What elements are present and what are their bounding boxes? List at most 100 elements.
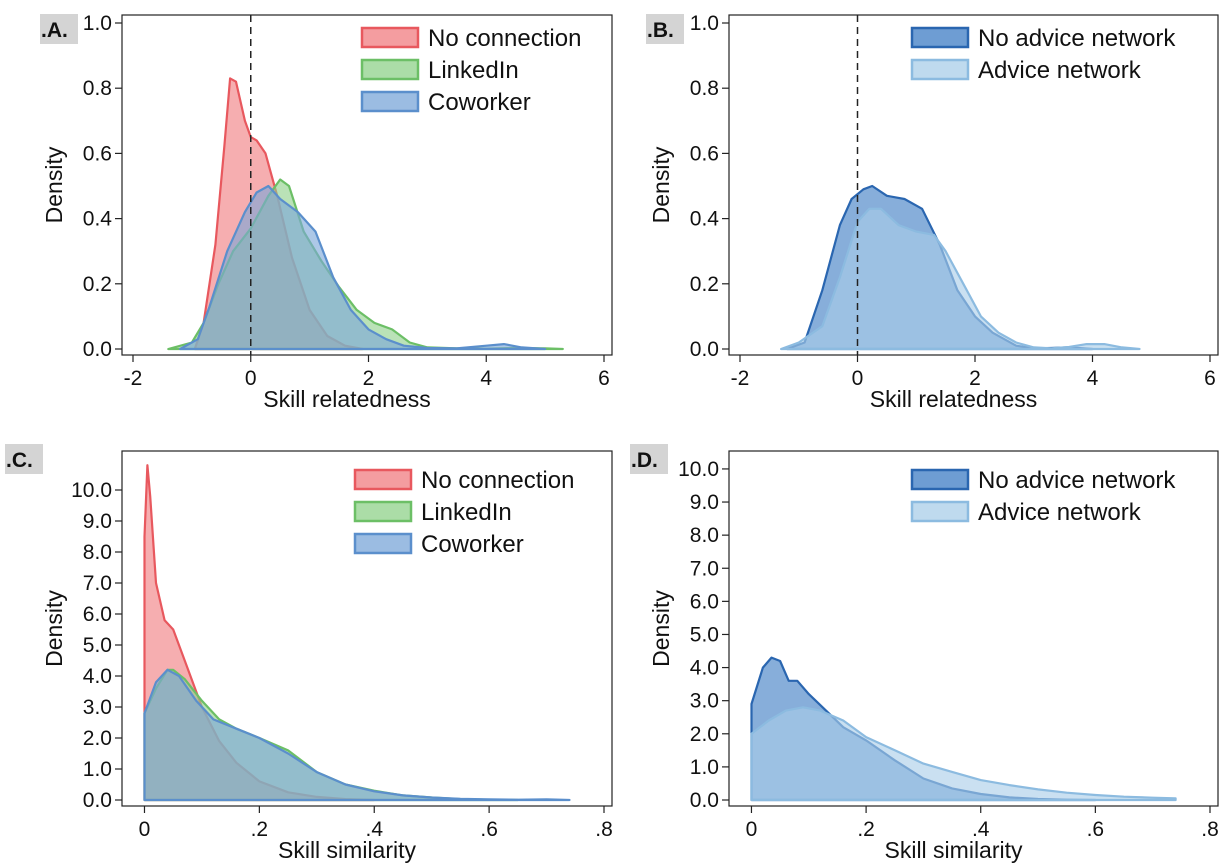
- y-tick-label: 8.0: [83, 541, 112, 564]
- legend-swatch: [360, 58, 420, 81]
- panel-label-tag: [5, 444, 43, 474]
- x-tick-label: 2: [969, 367, 981, 390]
- y-axis-title: Density: [648, 590, 674, 667]
- x-tick-label: 0: [746, 818, 758, 841]
- legend-label: LinkedIn: [421, 499, 512, 526]
- y-tick-label: 3.0: [690, 690, 719, 713]
- y-tick-label: 9.0: [690, 491, 719, 514]
- y-tick-label: 2.0: [83, 727, 112, 750]
- y-tick-label: 0.0: [690, 338, 719, 361]
- x-tick-label: -2: [124, 367, 143, 390]
- y-tick-label: 0.6: [690, 142, 719, 165]
- chart-panel-b: 0.0 0.2 0.4 0.6 0.8 1.0 -2 0 2 4 6 Skill relatednes…: [646, 12, 1219, 412]
- y-tick-label: 0.0: [690, 789, 719, 812]
- legend-swatch: [910, 468, 970, 491]
- y-axis-title: Density: [41, 590, 67, 667]
- y-tick-label: 1.0: [690, 12, 719, 35]
- legend-swatch: [353, 532, 413, 555]
- y-tick-label: 7.0: [690, 557, 719, 580]
- y-tick-label: 0.4: [690, 208, 720, 231]
- y-axis-title: Density: [648, 146, 674, 223]
- legend-label: No connection: [421, 467, 574, 494]
- panel-label-tag: [40, 14, 78, 44]
- y-tick-label: 0.8: [690, 77, 719, 100]
- panel-label-tag: [646, 14, 684, 44]
- y-tick-label: 4.0: [690, 657, 719, 680]
- x-tick-label: .6: [480, 818, 498, 841]
- y-tick-label: 0.2: [83, 273, 112, 296]
- plot-frame: [728, 14, 1219, 356]
- y-tick-label: 0.2: [690, 273, 719, 296]
- y-tick-label: 0.0: [83, 789, 112, 812]
- y-tick-label: 10.0: [71, 479, 112, 502]
- chart-panel-a: 0.0 0.2 0.4 0.6 0.8 1.0 -2 0 2 4 6 Skill relatednes…: [40, 12, 613, 412]
- legend-label: LinkedIn: [428, 57, 519, 84]
- x-tick-label: .4: [365, 818, 383, 841]
- x-tick-label: .8: [595, 818, 613, 841]
- x-tick-label: 6: [598, 367, 610, 390]
- y-tick-label: 0.4: [83, 208, 113, 231]
- y-tick-label: 1.0: [83, 12, 112, 35]
- legend-label: Advice network: [978, 499, 1142, 526]
- y-tick-label: 5.0: [690, 623, 719, 646]
- x-axis-title: Skill relatedness: [263, 386, 430, 412]
- density-area-advice-network: [750, 706, 1177, 802]
- chart-panel-c: 0.0 1.0 2.0 3.0 4.0 5.0 6.0 7.0 8.0 9.0 10.0 0 .2 .4.…: [5, 444, 613, 863]
- y-tick-label: 9.0: [83, 510, 112, 533]
- y-tick-label: 2.0: [690, 723, 719, 746]
- x-tick-label: 2: [363, 367, 375, 390]
- legend-label: Coworker: [428, 89, 531, 116]
- x-tick-label: .4: [972, 818, 990, 841]
- density-area-coworker: [143, 668, 571, 802]
- x-axis-title: Skill similarity: [278, 837, 417, 863]
- y-tick-label: 7.0: [83, 572, 112, 595]
- y-tick-label: 1.0: [83, 758, 112, 781]
- x-tick-label: .2: [857, 818, 875, 841]
- legend-swatch: [353, 468, 413, 491]
- density-area-coworker: [179, 184, 547, 351]
- legend-swatch: [360, 90, 420, 113]
- legend-label: No advice network: [978, 467, 1176, 494]
- x-axis-title: Skill similarity: [885, 837, 1024, 863]
- y-tick-label: 1.0: [690, 756, 719, 779]
- x-tick-label: .2: [251, 818, 269, 841]
- panel-label-tag: [630, 444, 668, 474]
- legend-label: Coworker: [421, 531, 524, 558]
- legend-swatch: [360, 26, 420, 49]
- panel-label: .D.: [631, 449, 658, 472]
- x-tick-label: .8: [1201, 818, 1219, 841]
- y-tick-label: 4.0: [83, 665, 112, 688]
- y-tick-label: 8.0: [690, 524, 719, 547]
- y-tick-label: 3.0: [83, 696, 112, 719]
- x-tick-label: .6: [1087, 818, 1105, 841]
- x-tick-label: 0: [139, 818, 151, 841]
- legend-swatch: [910, 58, 970, 81]
- y-axis-title: Density: [41, 146, 67, 223]
- y-tick-label: 10.0: [678, 458, 719, 481]
- y-tick-label: 0.0: [83, 338, 112, 361]
- x-tick-label: 4: [1087, 367, 1099, 390]
- x-tick-label: 4: [480, 367, 492, 390]
- panel-label: .B.: [647, 19, 674, 42]
- y-tick-label: 6.0: [83, 603, 112, 626]
- legend-swatch: [910, 500, 970, 523]
- x-tick-label: -2: [731, 367, 750, 390]
- x-tick-label: 0: [245, 367, 257, 390]
- legend-label: No advice network: [978, 25, 1176, 52]
- y-tick-label: 6.0: [690, 590, 719, 613]
- panel-label: .A.: [41, 19, 68, 42]
- x-tick-label: 6: [1204, 367, 1216, 390]
- chart-panel-d: 0.0 1.0 2.0 3.0 4.0 5.0 6.0 7.0 8.0 9.0 10.0 0 .2 .4.…: [630, 444, 1219, 863]
- x-axis-title: Skill relatedness: [870, 386, 1037, 412]
- legend-label: No connection: [428, 25, 581, 52]
- y-tick-label: 0.6: [83, 142, 112, 165]
- legend-label: Advice network: [978, 57, 1142, 84]
- y-tick-label: 5.0: [83, 634, 112, 657]
- density-area-advice-network: [780, 207, 1141, 351]
- panel-label: .C.: [6, 449, 33, 472]
- legend-swatch: [353, 500, 413, 523]
- x-tick-label: 0: [852, 367, 864, 390]
- y-tick-label: 0.8: [83, 77, 112, 100]
- legend-swatch: [910, 26, 970, 49]
